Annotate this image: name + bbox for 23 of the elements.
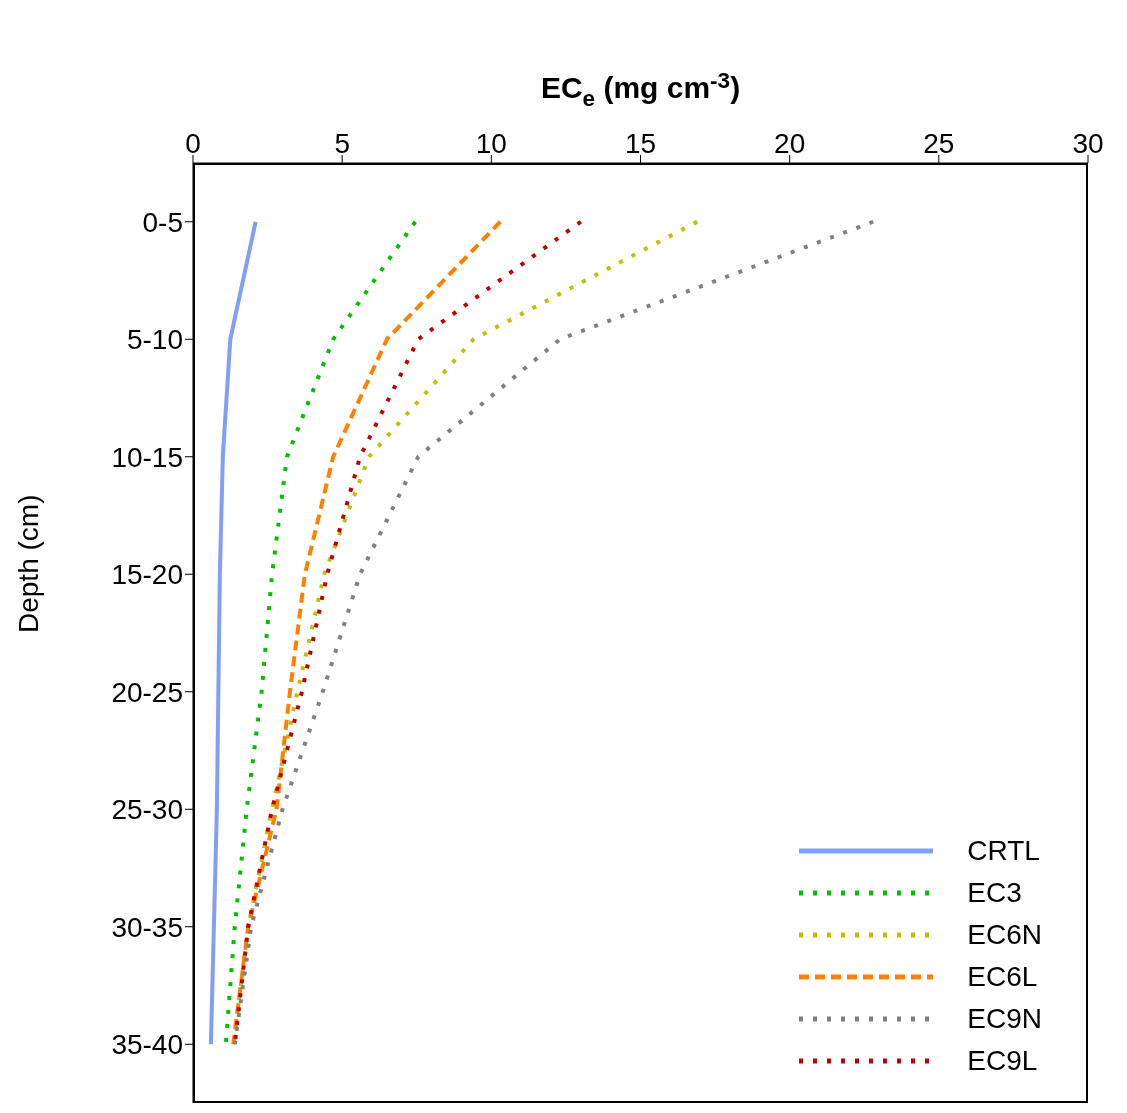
x-tick-label: 0 bbox=[185, 128, 201, 159]
x-tick-label: 20 bbox=[774, 128, 806, 159]
y-tick-label: 30-35 bbox=[111, 911, 183, 943]
legend-label: EC6L bbox=[967, 961, 1038, 993]
y-tick-label: 15-20 bbox=[111, 559, 183, 591]
legend-label: EC3 bbox=[967, 877, 1022, 909]
y-tick-label: 20-25 bbox=[111, 676, 183, 708]
x-axis-title: EC$_{e}$ (mg cm$^{-3}$) bbox=[540, 68, 741, 111]
legend-label: EC9N bbox=[967, 1003, 1042, 1035]
x-tick-label: 15 bbox=[624, 128, 657, 159]
y-tick-label: 35-40 bbox=[111, 1029, 183, 1061]
x-tick-label: 10 bbox=[475, 128, 507, 159]
legend-label: EC9L bbox=[967, 1045, 1038, 1077]
x-tick-label: 30 bbox=[1072, 128, 1104, 159]
y-tick-label: 0-5 bbox=[142, 206, 183, 238]
y-tick-label: 25-30 bbox=[111, 794, 183, 826]
y-axis-title: Depth (cm) bbox=[12, 494, 44, 633]
legend-label: EC6N bbox=[967, 919, 1042, 951]
y-tick-label: 10-15 bbox=[111, 441, 183, 473]
legend-label: CRTL bbox=[967, 835, 1040, 867]
x-tick-label: 25 bbox=[923, 128, 955, 159]
x-tick-label: 5 bbox=[334, 128, 350, 159]
y-tick-label: 5-10 bbox=[126, 324, 183, 356]
